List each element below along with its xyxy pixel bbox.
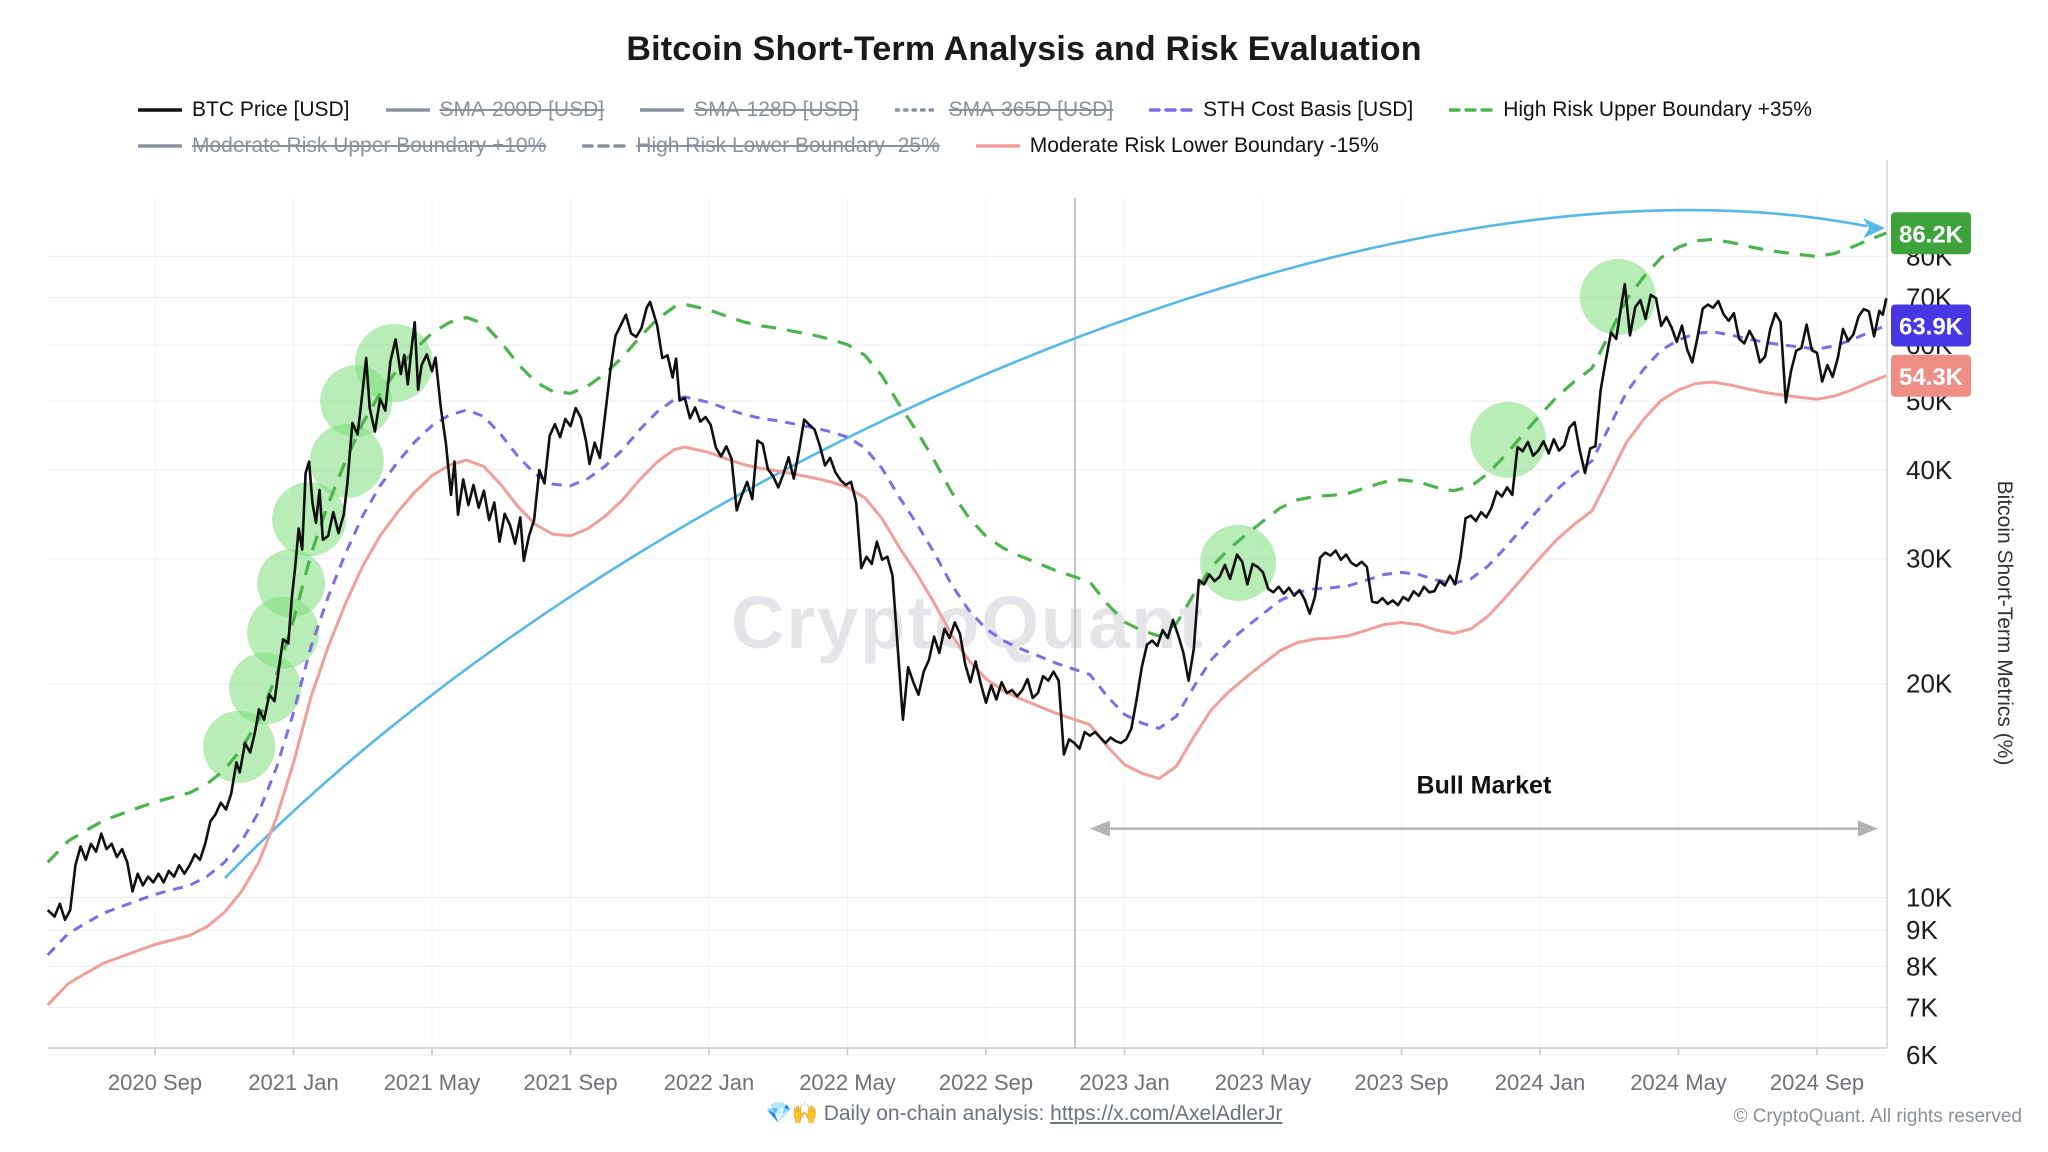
copyright-text: © CryptoQuant. All rights reserved xyxy=(1733,1106,2022,1127)
moderate-risk-lower-line xyxy=(46,374,1887,1007)
y-tick-label: 10K xyxy=(1906,882,1953,912)
legend-line-icon xyxy=(1149,108,1194,112)
legend-item-label: High Risk Upper Boundary +35% xyxy=(1503,98,1812,121)
x-tick-label: 2024 Jan xyxy=(1495,1070,1586,1095)
legend-item-label: Moderate Risk Lower Boundary -15% xyxy=(1029,134,1379,157)
legend-item-8[interactable]: Moderate Risk Lower Boundary -15% xyxy=(975,132,1379,160)
legend-item-label: SMA-365D [USD] xyxy=(948,98,1114,121)
watermark: CryptoQuant xyxy=(731,581,1205,664)
price-badge-label: 54.3K xyxy=(1899,364,1964,391)
legend-item-label: High Risk Lower Boundary -25% xyxy=(636,134,940,157)
x-tick-label: 2021 Jan xyxy=(248,1070,339,1095)
author-link[interactable]: https://x.com/AxelAdlerJr xyxy=(1050,1102,1283,1125)
x-tick-label: 2023 Jan xyxy=(1079,1070,1170,1095)
high-risk-upper-line xyxy=(46,231,1887,864)
legend-line-icon xyxy=(385,108,430,112)
y-tick-label: 20K xyxy=(1906,669,1953,699)
legend-item-0[interactable]: BTC Price [USD] xyxy=(138,96,350,124)
trend-arrow-head xyxy=(1863,218,1886,239)
y-tick-label: 6K xyxy=(1906,1040,1938,1070)
highlight-circle xyxy=(229,652,302,725)
legend-item-4[interactable]: STH Cost Basis [USD] xyxy=(1149,96,1413,124)
legend-item-label: BTC Price [USD] xyxy=(192,98,350,121)
legend-item-5[interactable]: High Risk Upper Boundary +35% xyxy=(1449,96,1812,124)
sth-cost-basis-line xyxy=(46,324,1887,956)
legend-item-6[interactable]: Moderate Risk Upper Boundary +10% xyxy=(138,132,546,160)
price-badge xyxy=(1891,212,1971,255)
legend-line-icon xyxy=(582,144,627,148)
price-badge xyxy=(1891,354,1971,397)
trend-arrow-curve xyxy=(224,208,1868,879)
legend-line-icon xyxy=(138,144,182,148)
x-tick-label: 2023 Sep xyxy=(1354,1070,1448,1095)
bull-market-arrowhead-left xyxy=(1089,820,1110,837)
x-tick-label: 2023 May xyxy=(1215,1070,1312,1095)
legend-item-7[interactable]: High Risk Lower Boundary -25% xyxy=(582,132,940,160)
highlight-circle xyxy=(1200,524,1277,601)
legend-line-icon xyxy=(640,108,685,112)
legend-item-1[interactable]: SMA-200D [USD] xyxy=(385,96,605,124)
x-tick-label: 2024 Sep xyxy=(1770,1070,1864,1095)
legend-line-icon xyxy=(894,108,939,112)
price-badge-label: 63.9K xyxy=(1899,314,1964,341)
legend-line-icon xyxy=(138,108,182,112)
legend-item-2[interactable]: SMA-128D [USD] xyxy=(640,96,859,124)
x-tick-label: 2021 May xyxy=(384,1070,481,1095)
y-tick-label: 9K xyxy=(1906,915,1938,945)
x-tick-label: 2022 Jan xyxy=(664,1070,755,1095)
legend-line-icon xyxy=(1449,108,1494,112)
page-title: Bitcoin Short-Term Analysis and Risk Eva… xyxy=(626,30,1422,68)
y-tick-label: 30K xyxy=(1906,544,1953,574)
bull-market-label: Bull Market xyxy=(1417,772,1552,800)
legend-item-label: Moderate Risk Upper Boundary +10% xyxy=(192,134,547,157)
price-badge xyxy=(1891,304,1971,347)
x-tick-label: 2024 May xyxy=(1630,1070,1727,1095)
legend-line-icon xyxy=(975,144,1020,148)
legend-item-3[interactable]: SMA-365D [USD] xyxy=(894,96,1114,124)
highlight-circle xyxy=(309,423,384,498)
y-tick-label: 40K xyxy=(1906,455,1953,485)
y-axis-title: Bitcoin Short-Term Metrics (%) xyxy=(1993,481,2016,766)
footer-note: 💎🙌 Daily on-chain analysis: https://x.co… xyxy=(0,1102,2048,1126)
btc-price-line xyxy=(46,282,1888,922)
legend-item-label: SMA-128D [USD] xyxy=(694,98,859,121)
bull-market-arrowhead-right xyxy=(1857,820,1878,837)
legend-item-label: SMA-200D [USD] xyxy=(439,98,605,121)
footer: 💎🙌 Daily on-chain analysis: https://x.co… xyxy=(0,1098,2048,1138)
x-tick-label: 2022 Sep xyxy=(939,1070,1033,1095)
footer-note-text: 💎🙌 Daily on-chain analysis: xyxy=(765,1102,1051,1125)
highlight-circle xyxy=(203,710,276,783)
y-tick-label: 7K xyxy=(1906,992,1938,1022)
highlight-circle xyxy=(1579,259,1656,336)
legend-item-label: STH Cost Basis [USD] xyxy=(1203,98,1414,121)
price-badge-label: 86.2K xyxy=(1899,221,1964,248)
x-tick-label: 2022 May xyxy=(799,1070,896,1095)
chart-legend: BTC Price [USD] SMA-200D [USD] SMA-128D [U… xyxy=(138,96,1938,160)
highlight-circle xyxy=(1470,401,1547,478)
x-tick-label: 2021 Sep xyxy=(523,1070,617,1095)
x-tick-label: 2020 Sep xyxy=(108,1070,202,1095)
y-tick-label: 8K xyxy=(1906,951,1938,981)
